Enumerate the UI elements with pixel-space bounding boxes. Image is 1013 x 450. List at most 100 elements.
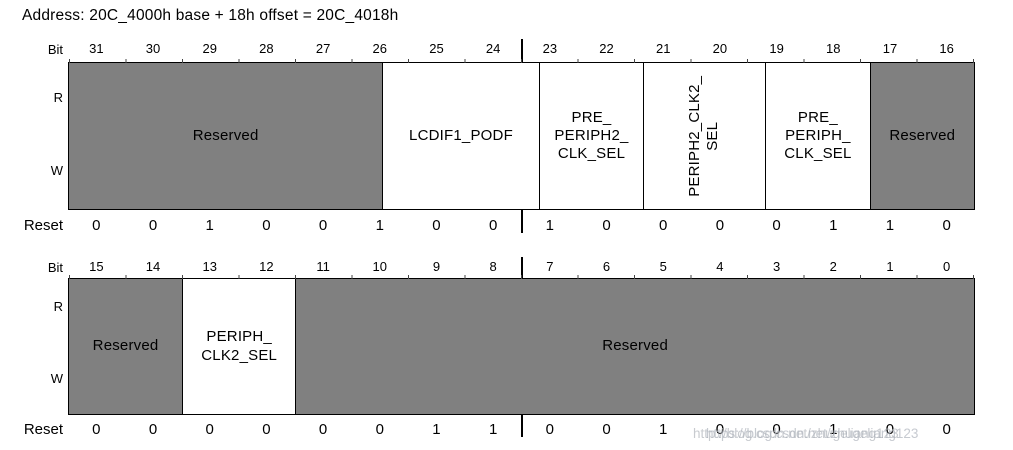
read-row-label-high: R xyxy=(53,90,63,105)
bit-number-20: 20 xyxy=(712,41,728,56)
bit-number-2: 2 xyxy=(829,259,837,274)
bit-number-5: 5 xyxy=(659,259,667,274)
bit-number-0: 0 xyxy=(943,259,951,274)
reset-bit-13: 0 xyxy=(205,421,214,438)
bit-number-19: 19 xyxy=(769,41,784,56)
reset-bit-23: 1 xyxy=(545,217,555,234)
reset-bit-0: 0 xyxy=(942,421,951,438)
bit-number-10: 10 xyxy=(372,259,388,274)
bit-number-30: 30 xyxy=(145,41,161,56)
bit-number-4: 4 xyxy=(716,259,724,274)
bit-number-27: 27 xyxy=(315,41,331,56)
halfword-divider-bits-high xyxy=(521,39,523,62)
bit-number-15: 15 xyxy=(89,259,104,274)
write-row-label-high: W xyxy=(50,163,63,178)
field-label: PRE_ PERIPH2_ CLK_SEL xyxy=(554,108,629,163)
bit-number-9: 9 xyxy=(432,259,441,274)
reset-bit-25: 0 xyxy=(432,217,441,234)
reset-bit-9: 1 xyxy=(432,421,441,438)
reset-values-high: 0 0 1 0 0 1 0 0 1 0 0 0 0 1 1 0 xyxy=(68,217,975,234)
reset-bit-22: 0 xyxy=(602,217,611,234)
field-reserved-31-26: Reserved xyxy=(69,63,383,209)
reset-bit-30: 0 xyxy=(148,217,158,234)
field-reserved-11-0: Reserved xyxy=(295,279,974,414)
bit-numbers-high: 31 30 29 28 27 26 25 24 23 22 21 20 19 1… xyxy=(68,41,975,56)
reset-bit-4: 0 xyxy=(715,421,725,438)
reset-bit-5: 1 xyxy=(659,421,668,438)
reset-bit-21: 0 xyxy=(659,217,668,234)
read-row-label-low: R xyxy=(53,299,63,314)
bit-number-6: 6 xyxy=(602,259,611,274)
bit-number-21: 21 xyxy=(655,41,671,56)
bit-row-label-high: Bit xyxy=(47,42,63,57)
bit-number-26: 26 xyxy=(372,41,388,56)
reset-bit-14: 0 xyxy=(148,421,158,438)
reset-bit-7: 0 xyxy=(545,421,555,438)
field-label: LCDIF1_PODF xyxy=(409,126,513,144)
bit-number-22: 22 xyxy=(599,41,614,56)
bit-number-3: 3 xyxy=(772,259,781,274)
bit-number-29: 29 xyxy=(202,41,217,56)
reset-bit-26: 1 xyxy=(375,217,384,234)
reset-bit-19: 0 xyxy=(772,217,781,234)
bit-number-1: 1 xyxy=(886,259,894,274)
reset-bit-16: 0 xyxy=(942,217,951,234)
field-pre-periph2-clk-sel: PRE_ PERIPH2_ CLK_SEL xyxy=(538,63,644,209)
bit-number-18: 18 xyxy=(826,41,841,56)
reset-values-low: 0 0 0 0 0 0 1 1 0 0 1 0 0 1 0 0 xyxy=(68,421,975,438)
reset-bit-10: 0 xyxy=(375,421,384,438)
field-label-vertical: PERIPH2_CLK2_ SEL xyxy=(686,75,722,197)
register-box-low: Reserved PERIPH_ CLK2_SEL Reserved xyxy=(68,275,975,415)
write-row-label-low: W xyxy=(50,371,63,386)
reset-bit-24: 0 xyxy=(488,217,498,234)
reset-row-label-low: Reset xyxy=(23,421,63,438)
reset-row-label-high: Reset xyxy=(23,217,63,234)
field-label: Reserved xyxy=(889,126,956,144)
reset-bit-2: 1 xyxy=(829,421,838,438)
reset-bit-1: 0 xyxy=(885,421,895,438)
halfword-divider-bits-low xyxy=(521,257,523,278)
reset-bit-27: 0 xyxy=(318,217,328,234)
register-address-title: Address: 20C_4000h base + 18h offset = 2… xyxy=(22,7,399,24)
field-reserved-17-16: Reserved xyxy=(869,63,974,209)
field-periph2-clk2-sel: PERIPH2_CLK2_ SEL xyxy=(643,63,766,209)
field-periph-clk2-sel: PERIPH_ CLK2_SEL xyxy=(182,279,296,414)
halfword-divider-reset-low xyxy=(521,414,523,437)
reset-bit-17: 1 xyxy=(885,217,895,234)
bit-number-8: 8 xyxy=(489,259,497,274)
bit-numbers-low: 15 14 13 12 11 10 9 8 7 6 5 4 3 2 1 0 xyxy=(68,259,975,274)
reset-bit-18: 1 xyxy=(829,217,838,234)
reset-bit-8: 1 xyxy=(488,421,498,438)
reset-bit-31: 0 xyxy=(92,217,101,234)
field-label: PRE_ PERIPH_ CLK_SEL xyxy=(784,108,852,163)
field-label: Reserved xyxy=(192,126,259,144)
field-label: PERIPH_ CLK2_SEL xyxy=(201,328,278,364)
field-label: Reserved xyxy=(602,337,669,355)
field-lcdif1-podf: LCDIF1_PODF xyxy=(382,63,539,209)
bit-number-14: 14 xyxy=(145,259,161,274)
reset-bit-11: 0 xyxy=(318,421,328,438)
reset-bit-28: 0 xyxy=(262,217,271,234)
reset-bit-3: 0 xyxy=(772,421,781,438)
bit-number-28: 28 xyxy=(259,41,274,56)
bit-number-7: 7 xyxy=(546,259,554,274)
bit-number-17: 17 xyxy=(882,41,898,56)
reset-bit-29: 1 xyxy=(205,217,214,234)
bit-number-25: 25 xyxy=(429,41,444,56)
register-box-high: Reserved LCDIF1_PODF PRE_ PERIPH2_ CLK_S… xyxy=(68,59,975,210)
reset-bit-20: 0 xyxy=(715,217,725,234)
reset-bit-12: 0 xyxy=(262,421,271,438)
bit-number-16: 16 xyxy=(939,41,954,56)
reset-bit-6: 0 xyxy=(602,421,611,438)
halfword-divider-reset-high xyxy=(521,210,523,233)
field-pre-periph-clk-sel: PRE_ PERIPH_ CLK_SEL xyxy=(765,63,870,209)
reset-bit-15: 0 xyxy=(92,421,101,438)
bit-row-label-low: Bit xyxy=(47,260,63,275)
bit-number-24: 24 xyxy=(485,41,501,56)
bit-number-31: 31 xyxy=(89,41,104,56)
bit-number-12: 12 xyxy=(259,259,274,274)
bit-number-23: 23 xyxy=(542,41,558,56)
bit-number-11: 11 xyxy=(316,259,330,274)
field-label: Reserved xyxy=(92,337,159,355)
